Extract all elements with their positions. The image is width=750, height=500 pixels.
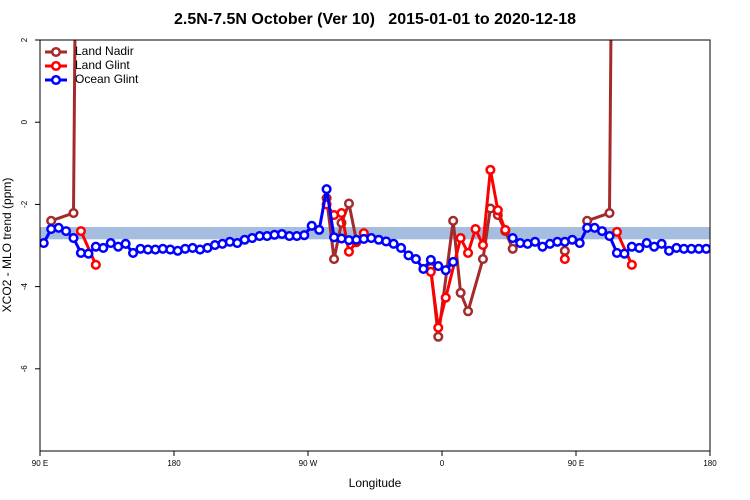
series-marker [507,233,518,244]
series-marker [485,164,496,175]
series-marker [120,238,131,249]
series-marker [440,292,451,303]
series-marker [61,226,72,237]
y-tick-label: 2 [20,37,29,42]
x-tick-label: 180 [703,459,717,468]
y-tick-label: -2 [20,200,29,208]
series-marker [604,207,615,219]
series-marker [388,238,399,249]
series-marker [336,207,347,219]
plot-frame [39,39,711,452]
series-marker [634,242,645,254]
series-marker [507,243,518,254]
series-marker [83,248,94,259]
series-marker [306,220,317,231]
series-marker [559,254,570,265]
legend-label: Land Glint [75,58,130,72]
series-marker [343,198,354,209]
series-marker [455,287,466,298]
series-marker [440,265,451,276]
series-marker [418,263,429,274]
series-marker [403,250,414,261]
reference-band [40,227,710,240]
x-tick-label: 90 E [568,459,584,468]
series-marker [597,226,608,237]
series-marker [40,237,49,249]
series-marker [574,237,585,249]
series-marker [299,230,310,241]
legend-marker [50,74,62,86]
series-marker [329,254,340,265]
series-marker [98,242,109,254]
series-marker [611,226,622,237]
series-marker [410,254,421,265]
series-marker [425,254,436,265]
x-axis-label: Longitude [349,476,402,490]
series-marker [68,207,79,219]
series-marker [448,256,459,267]
series-marker [75,226,86,237]
legend-marker [50,46,62,58]
series-marker [626,259,637,270]
x-tick-label: 90 W [299,459,318,468]
series-marker [448,215,459,226]
series-marker [470,224,481,235]
series-marker [477,254,488,265]
series-marker [343,246,354,257]
series-marker [500,224,511,235]
series-marker [90,259,101,270]
series-marker [396,242,407,254]
y-tick-label: -4 [20,282,29,290]
series-marker [656,238,667,249]
series-marker [641,237,652,249]
series-marker [492,205,503,216]
series-marker [701,243,710,254]
series-marker [559,245,570,256]
x-tick-label: 180 [167,459,181,468]
series-line [50,40,613,337]
series-line [79,169,634,329]
chart-title: 2.5N-7.5N October (Ver 10) 2015-01-01 to… [174,11,576,28]
legend-label: Ocean Glint [75,72,139,86]
series-marker [455,233,466,244]
series-marker [604,230,615,242]
series-marker [530,236,541,247]
series-marker [321,184,332,195]
legend-marker [50,60,62,72]
series-marker [314,224,325,235]
x-tick-label: 90 E [32,459,48,468]
series-marker [463,247,474,258]
series-marker [433,331,444,342]
y-tick-label: 0 [20,119,29,124]
series-marker [477,240,488,251]
series-marker [105,237,116,249]
x-tick-label: 0 [440,459,445,468]
y-tick-label: -6 [20,365,29,373]
y-axis-label: XCO2 - MLO trend (ppm) [0,178,14,313]
series-marker [68,233,79,244]
series-marker [433,261,444,272]
series-marker [619,248,630,259]
plot-area [40,40,710,342]
legend-label: Land Nadir [75,44,134,58]
series-marker [128,247,139,258]
series-marker [433,322,444,333]
series-marker [463,306,474,317]
series-marker [46,215,57,226]
